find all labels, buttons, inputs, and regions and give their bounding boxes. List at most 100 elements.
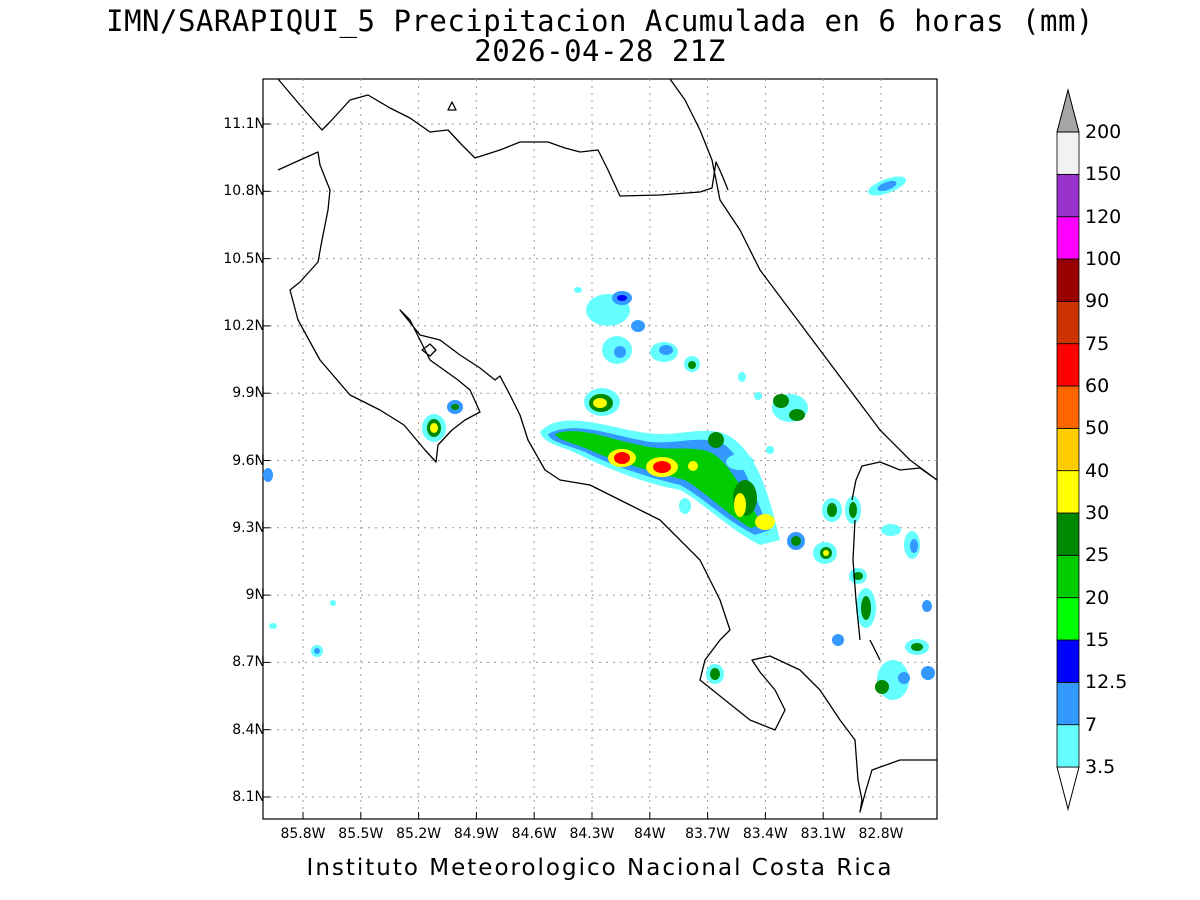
lat-tick-label: 8.1N [232,789,265,805]
rain-cell [922,600,932,612]
lon-tick-label: 84.3W [569,826,615,842]
colorbar-max-triangle [1056,88,1080,133]
rain-cell [877,180,897,192]
colorbar-swatch [1056,554,1080,599]
rain-cell [875,680,889,694]
colorbar-swatch [1056,470,1080,514]
coastlines [277,78,938,813]
lat-tick-label: 8.4N [232,721,265,738]
rain-cell [708,432,724,448]
lon-tick-label: 83.7W [685,826,731,842]
rain-cell [773,394,789,408]
rain-cell [617,295,627,301]
lon-tick-label: 83.1W [800,826,846,842]
colorbar-swatch [1056,681,1080,726]
lon-tick-label: 83.4W [742,826,788,842]
rain-cell [614,452,630,464]
caribbean-coast [669,78,938,481]
colorbar-swatch [1056,343,1080,387]
rain-cell [789,409,805,421]
lat-tick-label: 9.6N [232,452,265,469]
rain-cell [574,287,582,293]
rain-cell [755,514,775,530]
colorbar-swatch [1056,724,1080,768]
colorbar-swatch [1056,597,1080,641]
colorbar-level-label: 200 [1085,121,1122,143]
lon-tick-label: 85.8W [280,826,326,842]
panama-border [851,461,938,641]
rain-cell [861,596,871,620]
colorbar-swatch [1056,216,1080,260]
lon-tick-label: 84W [633,826,666,842]
rain-cell [263,468,273,482]
nicoya-north-coast [277,151,937,813]
gulf-nicoya-island [421,343,437,357]
rain-cell [827,503,837,517]
colorbar-swatch [1056,300,1080,345]
rain-cell [653,461,671,473]
rain-cell [911,643,923,651]
rain-cell [314,648,320,654]
rain-cell [832,634,844,646]
footer-credit: Instituto Meteorologico Nacional Costa R… [306,855,894,881]
rain-cell [330,600,336,606]
colorbar-min-triangle [1056,766,1080,811]
colorbar-swatch [1056,427,1080,472]
colorbar-swatch [1056,385,1080,429]
colorbar-level-label: 3.5 [1085,756,1116,778]
lat-tick-label: 9.9N [232,385,265,402]
colorbar-level-label: 15 [1085,629,1110,651]
rain-cell [688,461,698,471]
grid-lines [263,79,937,819]
rain-cell [910,539,918,553]
colorbar-swatch [1056,173,1080,218]
rain-cell [791,536,801,546]
rain-cell [754,392,762,400]
rain-cell [430,423,438,433]
rain-cell [881,524,901,536]
precipitation-cells [263,176,935,700]
rain-cell [853,572,863,580]
rain-cell [734,493,746,517]
rain-cell [679,498,691,514]
colorbar-level-label: 75 [1085,332,1110,355]
rain-cell [738,372,746,382]
lon-tick-label: 82.8W [858,826,904,842]
colorbar-level-label: 25 [1085,544,1110,567]
lat-tick-label: 10.5N [223,250,265,267]
colorbar-level-label: 12.5 [1085,671,1128,694]
rain-cell [898,672,910,684]
lat-tick-label: 9N [245,587,265,604]
rain-cell [593,398,607,408]
colorbar-level-label: 7 [1085,713,1098,736]
colorbar-level-label: 50 [1085,417,1110,440]
rain-cell [659,345,673,355]
lake-island [447,101,457,111]
lat-tick-label: 11.1N [223,116,265,132]
colorbar-level-label: 40 [1085,459,1110,482]
gulf-dulce-islands [869,639,881,661]
colorbar-level-label: 90 [1085,290,1110,313]
lon-tick-label: 85.5W [338,826,384,842]
lat-tick-label: 10.8N [223,183,265,200]
rain-cell [921,666,935,680]
rain-cell [614,346,626,358]
rain-cell [766,446,774,454]
colorbar-level-label: 100 [1085,248,1122,270]
rain-cell [823,550,829,556]
nicaragua-border [277,78,729,197]
colorbar-swatch [1056,258,1080,302]
colorbar-swatch [1056,639,1080,683]
colorbar-level-label: 20 [1085,586,1110,609]
plot-frame [262,78,938,820]
colorbar-level-label: 30 [1085,502,1110,524]
lat-tick-label: 8.7N [232,654,265,671]
lon-tick-label: 84.9W [453,826,499,842]
lat-tick-label: 9.3N [232,519,265,536]
colorbar-level-label: 120 [1085,205,1122,228]
map-title: IMN/SARAPIQUI_5 Precipitacion Acumulada … [106,4,1094,38]
rain-band [555,431,762,528]
colorbar-swatch [1056,131,1080,175]
